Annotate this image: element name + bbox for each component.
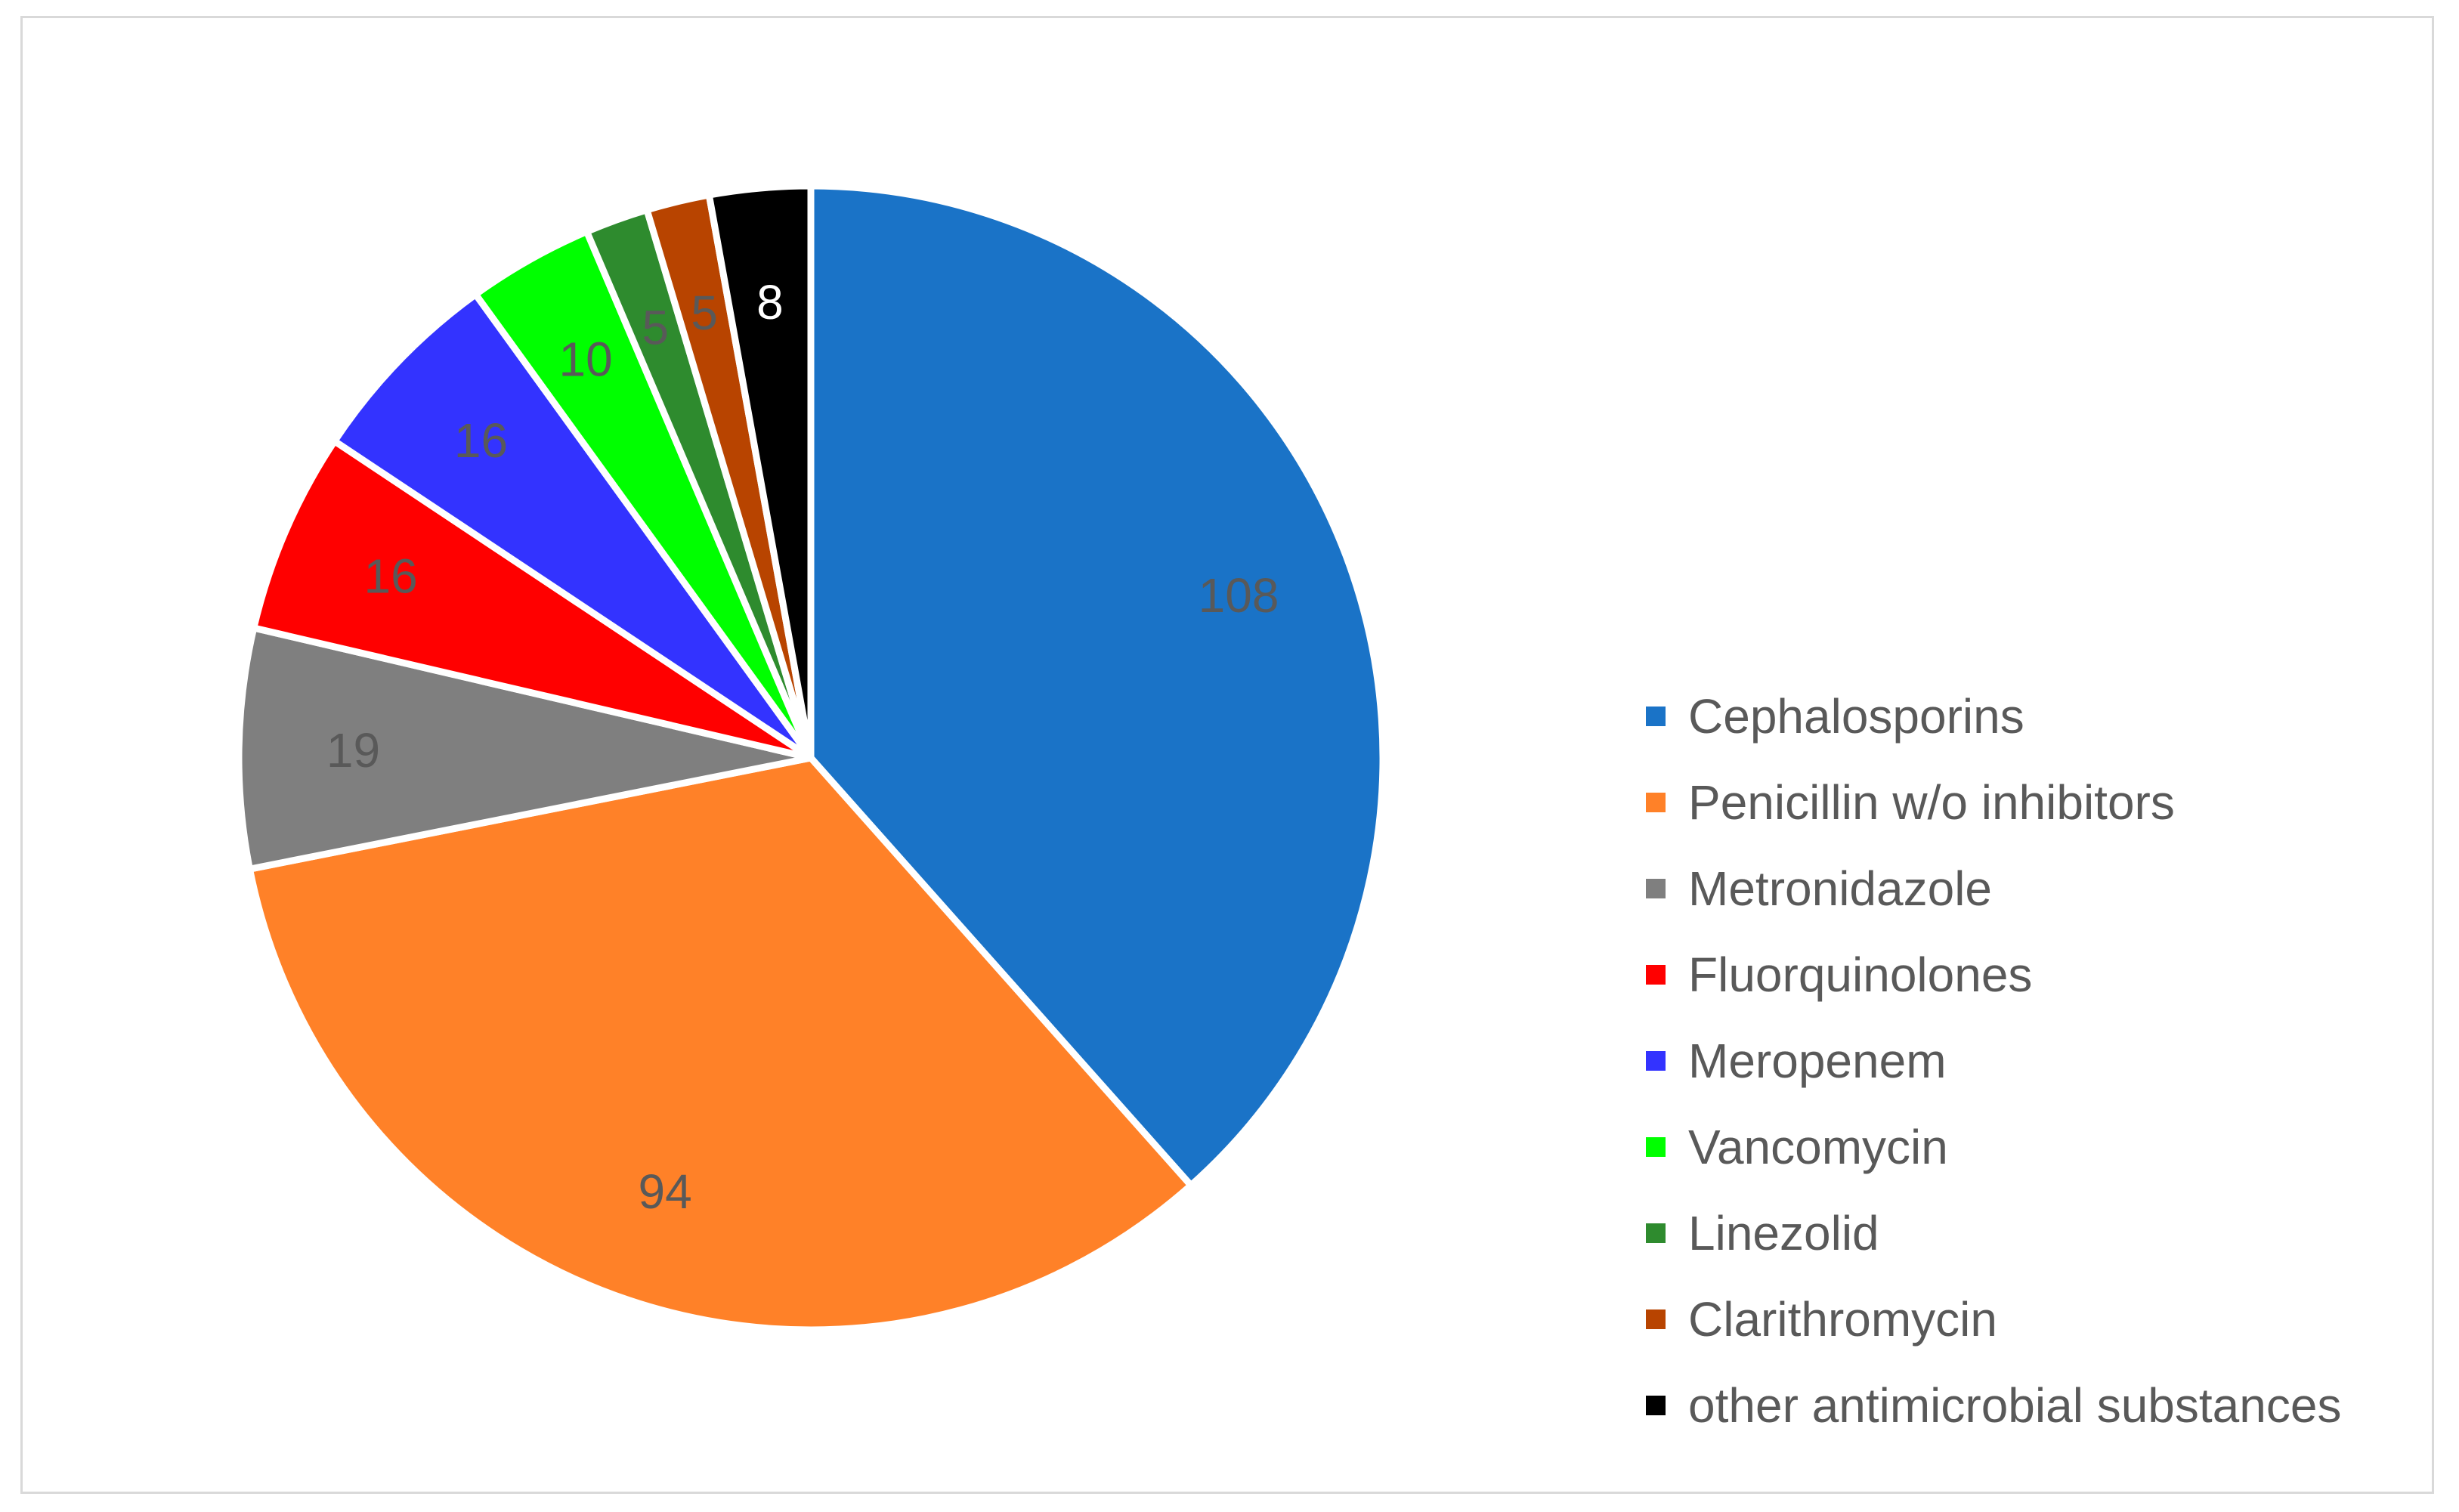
data-label: 19	[326, 723, 380, 778]
legend-label: Fluorquinolones	[1688, 948, 2032, 1002]
legend-swatch	[1646, 793, 1666, 812]
legend-item: Vancomycin	[1646, 1120, 1948, 1174]
legend-item: Cephalosporins	[1646, 689, 2024, 744]
data-label: 108	[1199, 568, 1279, 623]
legend-swatch	[1646, 879, 1666, 898]
pie-slice-meropenem	[331, 291, 815, 762]
data-label: 16	[364, 549, 418, 604]
chart-legend: Cephalosporins Penicillin w/o inhibitors M…	[1646, 689, 2341, 1433]
legend-swatch	[1646, 1396, 1666, 1415]
legend-swatch	[1646, 1223, 1666, 1243]
legend-item: Fluorquinolones	[1646, 948, 2032, 1002]
legend-swatch	[1646, 707, 1666, 726]
legend-label: Clarithromycin	[1688, 1292, 1997, 1347]
data-label: 5	[642, 300, 669, 354]
pie-slice-cephalosporins	[807, 182, 1387, 1189]
legend-item: Metronidazole	[1646, 861, 1992, 916]
legend-swatch	[1646, 1137, 1666, 1157]
legend-label: Metronidazole	[1688, 861, 1992, 916]
data-label: 8	[756, 275, 784, 329]
legend-item: Penicillin w/o inhibitors	[1646, 775, 2175, 830]
legend-item: Meropenem	[1646, 1034, 1947, 1088]
pie-slice-fluorquinolones	[250, 438, 815, 762]
legend-item: Linezolid	[1646, 1206, 1879, 1260]
legend-swatch	[1646, 965, 1666, 985]
data-label: 5	[691, 286, 718, 340]
legend-label: Vancomycin	[1688, 1120, 1948, 1174]
legend-swatch	[1646, 1051, 1666, 1071]
legend-item: Clarithromycin	[1646, 1292, 1997, 1347]
legend-label: Meropenem	[1688, 1034, 1947, 1088]
legend-label: Linezolid	[1688, 1206, 1879, 1260]
data-label: 94	[638, 1164, 691, 1219]
pie-slice-other-antimicrobial-substances	[705, 182, 815, 762]
legend-label: other antimicrobial substances	[1688, 1378, 2341, 1433]
legend-label: Penicillin w/o inhibitors	[1688, 775, 2175, 830]
pie-slices	[235, 182, 1387, 1334]
data-label: 16	[454, 413, 508, 468]
legend-label: Cephalosporins	[1688, 689, 2024, 744]
legend-item: other antimicrobial substances	[1646, 1378, 2341, 1433]
pie-slice-metronidazole	[235, 624, 815, 873]
data-label: 10	[559, 332, 613, 387]
legend-swatch	[1646, 1309, 1666, 1329]
pie-slice-penicillin-w-o-inhibitors	[246, 754, 1195, 1334]
